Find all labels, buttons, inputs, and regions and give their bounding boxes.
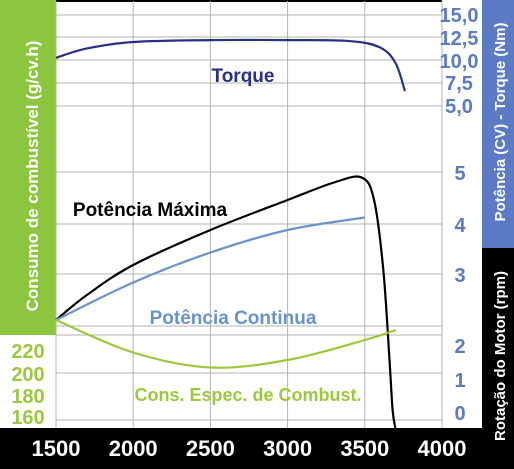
right-axis-title-upper: Potência (CV) - Torque (Nm) (492, 23, 509, 222)
torque-tick-label: 5,0 (445, 96, 473, 118)
torque-label: Torque (212, 66, 275, 87)
right-tick-labels: 15,012,510,07,55,0 5 4 3 2 1 0 (440, 5, 479, 425)
x-tick-label: 3000 (263, 436, 312, 461)
left-tick-label: 200 (11, 364, 44, 386)
left-axis-band-lower (0, 335, 56, 431)
cons-espec-label: Cons. Espec. de Combust. (134, 385, 361, 405)
power-tick-label: 4 (454, 215, 466, 237)
left-tick-label: 220 (11, 341, 44, 363)
x-tick-label: 3500 (340, 436, 389, 461)
torque-tick-label: 10,0 (440, 51, 479, 73)
x-tick-label: 1500 (32, 436, 81, 461)
x-tick-label: 4000 (418, 436, 467, 461)
torque-curve (55, 38, 406, 92)
left-axis-title: Consumo de combustível (g/cv.h) (23, 41, 42, 312)
curves (55, 38, 406, 431)
torque-tick-label: 7,5 (445, 73, 473, 95)
power-tick-label: 3 (454, 265, 465, 287)
torque-tick-label: 15,0 (440, 5, 479, 27)
potencia-continua-curve (55, 216, 365, 321)
x-tick-label: 2500 (186, 436, 235, 461)
cons-espec-curve (55, 318, 397, 369)
right-axis-title-lower: Rotação do Motor (rpm) (492, 271, 509, 441)
x-tick-label: 2000 (109, 436, 158, 461)
left-tick-label: 160 (11, 407, 44, 429)
potencia-maxima-curve (55, 175, 397, 431)
power-tick-label: 1 (454, 370, 465, 392)
power-tick-label: 0 (454, 403, 465, 425)
power-tick-label: 5 (454, 163, 465, 185)
left-axis-band-upper (0, 0, 56, 335)
torque-tick-label: 12,5 (440, 28, 479, 50)
x-tick-labels: 1500 2000 2500 3000 3500 4000 (32, 436, 467, 461)
potencia-maxima-label: Potência Máxima (73, 200, 228, 221)
right-axis-band-upper (482, 0, 514, 248)
potencia-continua-label: Potência Continua (150, 308, 317, 329)
x-axis-band (0, 428, 514, 469)
power-tick-label: 2 (454, 336, 465, 358)
left-tick-label: 180 (11, 386, 44, 408)
